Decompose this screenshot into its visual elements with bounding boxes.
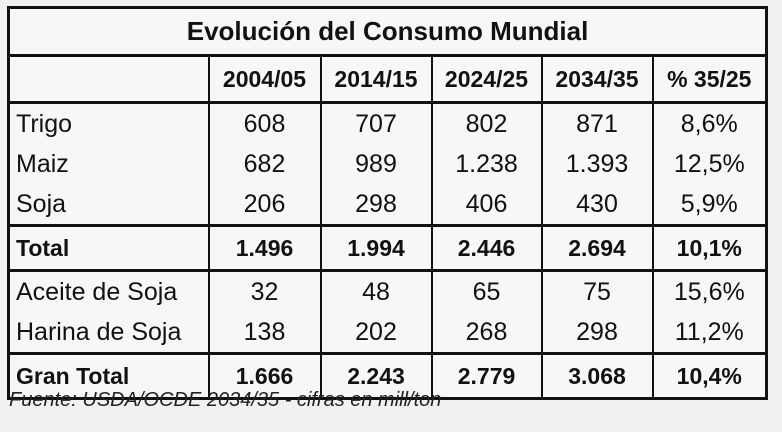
- cell-value: 3.068: [540, 352, 653, 400]
- row-label: Soja: [7, 184, 209, 226]
- consumption-table-container: Evolución del Consumo Mundial 2004/05 20…: [6, 6, 769, 400]
- cell-value: 32: [207, 270, 321, 312]
- cell-value: 202: [319, 312, 432, 354]
- table-row-harina-de-soja: Harina de Soja 138 202 268 298 11,2%: [7, 312, 769, 354]
- cell-value: 268: [430, 312, 542, 354]
- header-cell-label: [7, 55, 209, 104]
- table-row-total: Total 1.496 1.994 2.446 2.694 10,1%: [7, 224, 769, 272]
- cell-value: 406: [430, 184, 542, 226]
- cell-pct: 10,4%: [651, 352, 769, 400]
- row-label: Gran Total: [7, 352, 209, 400]
- row-label: Maiz: [7, 144, 209, 184]
- cell-value: 802: [430, 102, 542, 144]
- cell-pct: 12,5%: [651, 144, 769, 184]
- row-label: Total: [7, 224, 209, 272]
- cell-value: 206: [207, 184, 321, 226]
- consumption-table: Evolución del Consumo Mundial 2004/05 20…: [6, 6, 769, 400]
- cell-value: 48: [319, 270, 432, 312]
- header-cell-pct-change: % 35/25: [651, 55, 769, 104]
- table-row-maiz: Maiz 682 989 1.238 1.393 12,5%: [7, 144, 769, 184]
- cell-value: 2.694: [540, 224, 653, 272]
- cell-pct: 5,9%: [651, 184, 769, 226]
- cell-value: 1.238: [430, 144, 542, 184]
- header-cell-2004-05: 2004/05: [207, 55, 321, 104]
- cell-pct: 8,6%: [651, 102, 769, 144]
- cell-pct: 15,6%: [651, 270, 769, 312]
- cell-value: 138: [207, 312, 321, 354]
- cell-value: 75: [540, 270, 653, 312]
- table-row-soja: Soja 206 298 406 430 5,9%: [7, 184, 769, 226]
- header-row: 2004/05 2014/15 2024/25 2034/35 % 35/25: [7, 55, 769, 104]
- cell-value: 1.666: [207, 352, 321, 400]
- cell-pct: 11,2%: [651, 312, 769, 354]
- cell-value: 871: [540, 102, 653, 144]
- header-cell-2034-35: 2034/35: [540, 55, 653, 104]
- cell-value: 298: [540, 312, 653, 354]
- table-row-gran-total: Gran Total 1.666 2.243 2.779 3.068 10,4%: [7, 352, 769, 400]
- header-cell-2024-25: 2024/25: [430, 55, 542, 104]
- header-cell-2014-15: 2014/15: [319, 55, 432, 104]
- cell-value: 608: [207, 102, 321, 144]
- row-label: Aceite de Soja: [7, 270, 209, 312]
- cell-value: 707: [319, 102, 432, 144]
- cell-value: 2.243: [319, 352, 432, 400]
- cell-value: 430: [540, 184, 653, 226]
- cell-value: 298: [319, 184, 432, 226]
- table-row-aceite-de-soja: Aceite de Soja 32 48 65 75 15,6%: [7, 270, 769, 312]
- cell-value: 2.779: [430, 352, 542, 400]
- table-title: Evolución del Consumo Mundial: [6, 6, 769, 57]
- cell-pct: 10,1%: [651, 224, 769, 272]
- cell-value: 682: [207, 144, 321, 184]
- cell-value: 1.496: [207, 224, 321, 272]
- cell-value: 65: [430, 270, 542, 312]
- cell-value: 1.994: [319, 224, 432, 272]
- table-row-trigo: Trigo 608 707 802 871 8,6%: [7, 102, 769, 144]
- source-note: Fuente: USDA/OCDE 2034/35 - cifras en mi…: [9, 389, 442, 411]
- row-label: Harina de Soja: [7, 312, 209, 354]
- row-label: Trigo: [7, 102, 209, 144]
- cell-value: 989: [319, 144, 432, 184]
- cell-value: 2.446: [430, 224, 542, 272]
- cell-value: 1.393: [540, 144, 653, 184]
